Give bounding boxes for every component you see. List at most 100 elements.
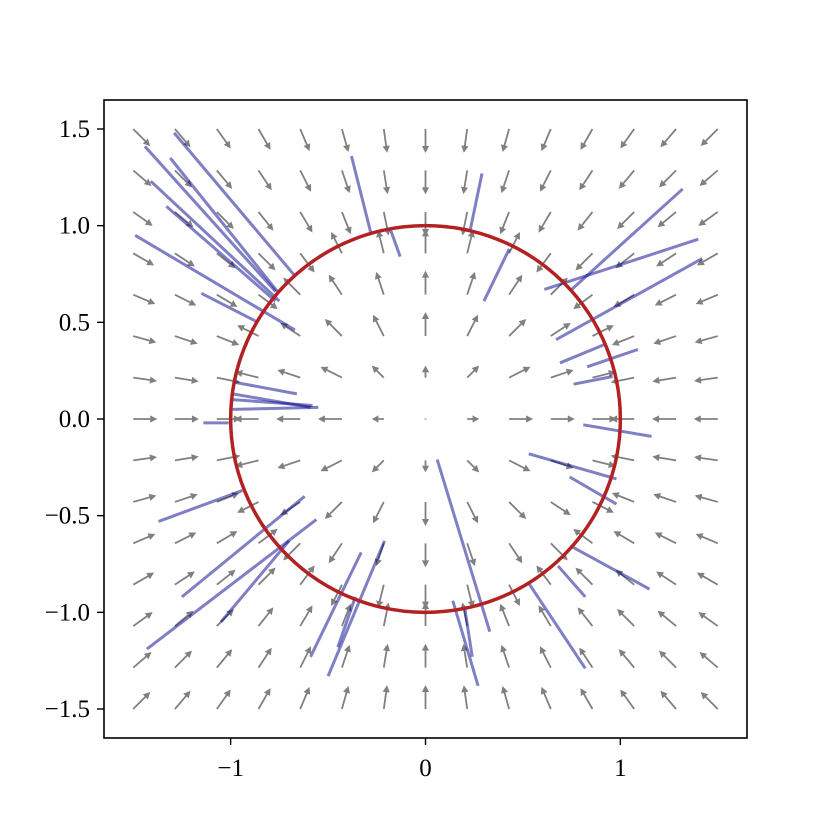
arrow (341, 603, 352, 627)
segment (145, 518, 318, 651)
arrow (538, 211, 552, 233)
arrow (299, 686, 311, 710)
arrow (235, 370, 259, 379)
arrow (694, 376, 718, 384)
arrow (695, 533, 719, 545)
arrow (501, 128, 510, 153)
arrow (299, 565, 315, 586)
arrow (382, 170, 391, 195)
arrow (592, 501, 614, 513)
arrow (324, 319, 343, 337)
arrow (657, 211, 677, 228)
arrow (174, 293, 197, 306)
arrow (371, 365, 385, 379)
arrow (237, 325, 259, 337)
arrow (174, 415, 199, 423)
arrow (421, 543, 430, 568)
segment (180, 495, 306, 599)
arrow (508, 584, 520, 607)
arrow (421, 129, 430, 153)
segment (232, 392, 311, 409)
segment (169, 157, 279, 293)
arrow (618, 649, 635, 669)
segment (143, 145, 277, 293)
segment (172, 131, 297, 277)
arrow (174, 169, 192, 188)
arrow (237, 501, 259, 513)
arrow (216, 689, 231, 710)
arrow (174, 252, 195, 267)
arrow (652, 376, 677, 384)
y-tick-label: 0.5 (59, 309, 90, 336)
arrow (508, 459, 531, 472)
arrow (132, 612, 153, 627)
arrow (460, 211, 469, 236)
arrow (461, 128, 469, 153)
arrow (174, 335, 198, 345)
arrow (133, 376, 157, 384)
segment (326, 540, 386, 677)
arrow (216, 293, 238, 307)
arrow (132, 493, 157, 503)
arrow (579, 169, 594, 191)
arrow (174, 454, 199, 462)
segment (234, 380, 298, 396)
segment (570, 545, 651, 591)
arrow (617, 609, 635, 627)
arrow (538, 605, 552, 627)
arrow (653, 335, 677, 345)
arrow (699, 169, 719, 186)
y-tick-label: 0.0 (59, 406, 90, 433)
arrow (575, 252, 594, 271)
arrow (695, 293, 719, 305)
arrow (656, 571, 677, 586)
y-tick-label: −1.0 (45, 599, 90, 626)
arrow (539, 169, 552, 192)
arrow (216, 649, 233, 669)
arrow (317, 415, 342, 423)
arrow (376, 584, 385, 608)
arrow (257, 607, 274, 627)
x-tick-label: 1 (614, 755, 627, 782)
unit-circle (228, 223, 623, 615)
arrow (652, 454, 677, 462)
arrow (341, 211, 352, 235)
arrow (132, 691, 151, 710)
arrow (698, 612, 719, 627)
segment (527, 582, 587, 670)
segment (556, 564, 587, 598)
arrow (421, 312, 430, 337)
arrow (277, 459, 301, 470)
arrow (421, 685, 430, 709)
segment (482, 248, 511, 302)
arrow (376, 230, 385, 254)
arrow (320, 366, 343, 379)
arrow (132, 169, 152, 186)
arrow (132, 335, 157, 345)
arrow (466, 543, 477, 567)
arrow (421, 643, 430, 668)
arrow (620, 128, 635, 149)
arrow (699, 652, 719, 669)
arrow (466, 365, 480, 379)
arrow (509, 415, 534, 423)
arrow (575, 567, 594, 586)
arrow (235, 459, 259, 468)
segment (158, 489, 243, 523)
arrow (299, 252, 315, 273)
arrow (466, 271, 477, 295)
plot-area (132, 128, 719, 710)
arrow (618, 169, 635, 189)
arrow (613, 531, 635, 545)
arrow (550, 322, 571, 337)
arrow (341, 128, 350, 153)
arrow (461, 685, 469, 710)
arrow (592, 415, 617, 423)
arrow (132, 572, 155, 586)
segment (586, 347, 639, 369)
arrow (132, 211, 153, 226)
arrow (299, 605, 313, 627)
arrow (341, 170, 351, 194)
arrow (696, 572, 719, 586)
arrow (421, 365, 430, 378)
